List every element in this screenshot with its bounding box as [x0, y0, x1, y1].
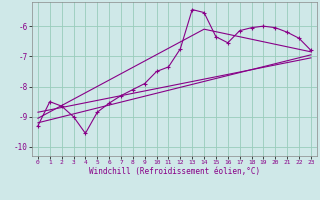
X-axis label: Windchill (Refroidissement éolien,°C): Windchill (Refroidissement éolien,°C): [89, 167, 260, 176]
